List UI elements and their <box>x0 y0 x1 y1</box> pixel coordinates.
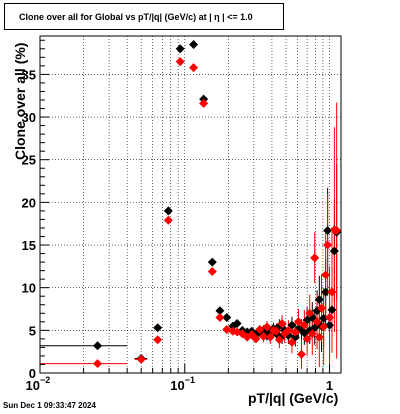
y-tick-label: 5 <box>29 323 36 338</box>
data-markers <box>93 40 342 369</box>
data-point <box>93 341 103 351</box>
data-point <box>327 287 337 297</box>
data-point <box>222 313 232 323</box>
data-point <box>293 317 303 327</box>
x-axis-label: pT/|q| (GeV/c) <box>248 390 339 406</box>
data-point <box>163 206 173 216</box>
data-point <box>215 313 225 323</box>
data-point <box>305 308 315 318</box>
x-tick-exponent: −2 <box>40 375 50 385</box>
data-point <box>259 331 269 341</box>
data-point <box>277 319 287 329</box>
data-point <box>262 322 272 332</box>
data-point <box>283 325 293 335</box>
data-point <box>232 319 242 329</box>
data-point <box>325 313 335 323</box>
x-tick-exponent: −1 <box>185 375 195 385</box>
data-point <box>189 63 199 73</box>
data-point <box>175 57 185 67</box>
x-tick-label: 1 <box>326 378 333 393</box>
y-tick-label: 30 <box>22 110 36 125</box>
data-point <box>93 359 103 369</box>
data-point <box>327 305 337 315</box>
data-point <box>321 270 331 280</box>
data-point <box>215 306 225 316</box>
data-point <box>265 332 275 342</box>
x-tick-label: 10 <box>170 378 184 393</box>
data-point <box>323 226 333 236</box>
data-point <box>189 40 199 50</box>
data-point <box>251 334 261 344</box>
grid-lines <box>40 36 341 373</box>
data-point <box>314 295 324 305</box>
data-point <box>271 326 281 336</box>
data-point <box>323 240 333 250</box>
data-point <box>312 317 322 327</box>
data-point <box>307 329 317 339</box>
chart-title: Clone over all for Global vs pT/|q| (GeV… <box>4 3 284 30</box>
data-point <box>207 266 217 276</box>
timestamp: Sun Dec 1 09:33:47 2024 <box>3 401 96 410</box>
data-point <box>153 335 163 345</box>
data-point <box>321 287 331 297</box>
plot-frame <box>39 35 342 374</box>
data-point <box>310 253 320 263</box>
data-point <box>207 257 217 267</box>
data-point <box>153 323 163 333</box>
data-point <box>287 337 297 347</box>
y-tick-label: 35 <box>22 67 36 82</box>
data-point <box>290 327 300 337</box>
y-tick-label: 20 <box>22 195 36 210</box>
data-point <box>319 322 329 332</box>
data-point <box>332 226 342 236</box>
data-point <box>329 246 339 256</box>
data-point <box>255 324 265 334</box>
data-point <box>274 335 284 345</box>
data-point <box>316 303 326 313</box>
data-point <box>314 332 324 342</box>
y-axis-label: Clone over all (%) <box>12 42 28 160</box>
y-tick-label: 15 <box>22 238 36 253</box>
data-point <box>296 349 306 359</box>
data-point <box>175 44 185 54</box>
data-point <box>302 334 312 344</box>
y-tick-label: 0 <box>29 366 36 381</box>
y-tick-label: 25 <box>22 153 36 168</box>
x-tick-label: 10 <box>26 378 40 393</box>
data-point <box>319 313 329 323</box>
data-point <box>136 354 146 364</box>
data-point <box>163 215 173 225</box>
data-point <box>199 98 209 108</box>
y-tick-label: 10 <box>22 281 36 296</box>
data-point <box>299 320 309 330</box>
